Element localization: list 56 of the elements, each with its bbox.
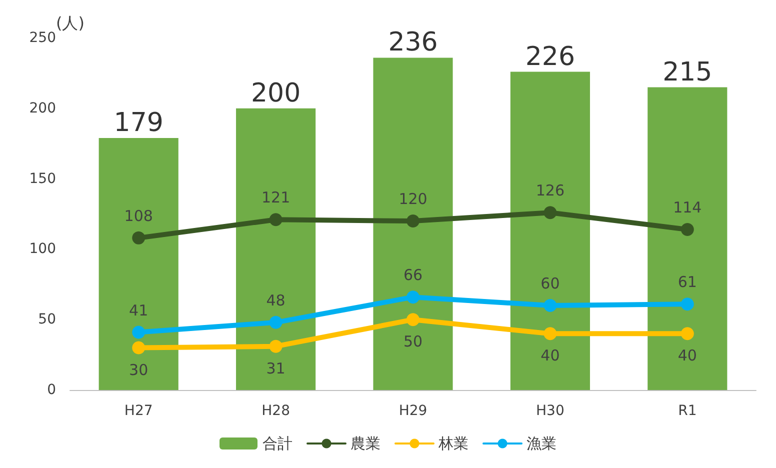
data-label: 215 <box>662 57 712 88</box>
x-tick-label: H27 <box>124 403 153 419</box>
point <box>269 340 282 353</box>
point <box>269 316 282 329</box>
point <box>680 222 694 236</box>
y-tick-label: 250 <box>29 30 56 46</box>
data-label: 121 <box>261 188 290 207</box>
legend-label: 漁業 <box>526 434 556 452</box>
y-tick-label: 150 <box>29 170 56 187</box>
x-tick-label: R1 <box>678 403 697 419</box>
point <box>132 326 146 339</box>
data-label: 30 <box>129 360 148 379</box>
data-label: 50 <box>403 332 423 351</box>
data-label: 114 <box>673 198 702 216</box>
point <box>132 231 146 244</box>
y-tick-label: 50 <box>38 312 56 328</box>
point <box>680 327 694 340</box>
point <box>406 313 420 326</box>
y-tick-label: 0 <box>47 382 56 398</box>
data-label: 66 <box>403 266 423 284</box>
legend-label: 林業 <box>438 434 468 452</box>
bar <box>510 72 590 390</box>
bar <box>373 58 453 390</box>
y-axis-title: (人) <box>56 14 84 33</box>
point <box>544 327 557 340</box>
data-label: 40 <box>540 346 560 365</box>
y-tick-label: 100 <box>29 241 56 258</box>
point <box>406 290 420 304</box>
data-label: 200 <box>250 78 301 108</box>
point <box>132 341 146 354</box>
point <box>544 299 557 312</box>
data-label: 226 <box>525 42 576 72</box>
data-label: 120 <box>398 190 428 208</box>
data-label: 236 <box>388 28 438 58</box>
data-label: 61 <box>678 273 697 292</box>
x-tick-label: H28 <box>262 403 290 419</box>
legend-label: 合計 <box>262 434 292 452</box>
point <box>680 298 694 311</box>
data-label: 40 <box>678 346 697 365</box>
data-label: 126 <box>536 182 565 200</box>
data-label: 41 <box>129 301 148 320</box>
data-label: 179 <box>114 108 164 138</box>
bar <box>98 138 178 390</box>
data-label: 108 <box>124 206 153 225</box>
bar <box>648 87 728 390</box>
data-label: 48 <box>266 291 286 310</box>
data-label: 60 <box>540 274 560 293</box>
x-tick-label: H30 <box>536 403 564 419</box>
point <box>544 206 557 220</box>
point <box>406 214 420 228</box>
y-tick-label: 200 <box>29 100 56 116</box>
data-label: 31 <box>266 359 286 378</box>
legend-label: 農業 <box>350 434 380 452</box>
point <box>269 213 282 226</box>
x-tick-label: H29 <box>398 403 428 419</box>
bar <box>236 108 316 390</box>
